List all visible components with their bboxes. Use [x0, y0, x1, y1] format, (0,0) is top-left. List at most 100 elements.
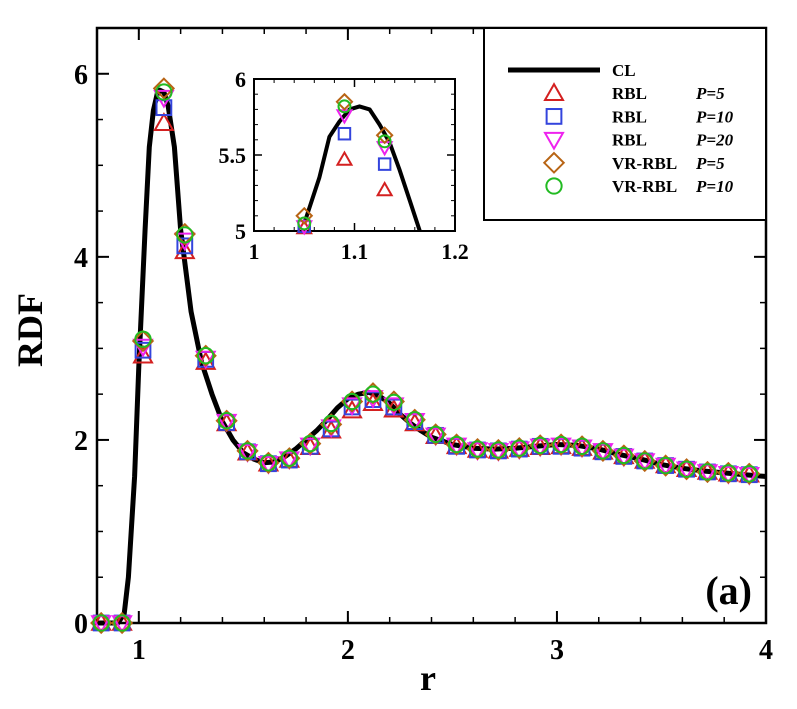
marker-VRRBL_P10	[677, 460, 696, 478]
y-axis-label: RDF	[10, 293, 50, 367]
marker-RBL_P20	[550, 437, 572, 457]
marker-VRRBL_P10	[385, 393, 403, 412]
legend-marker-RBL_P5	[543, 82, 565, 101]
legend-label: VR-RBL	[612, 154, 677, 173]
inset-marker-VRRBL_P5	[335, 92, 354, 111]
marker-VRRBL_P10	[322, 414, 340, 433]
legend-entry-RBL_P10: RBL P=10	[545, 107, 734, 126]
marker-VRRBL_P10	[615, 446, 633, 465]
legend-entry-VRRBL_P5: VR-RBL P=5	[542, 151, 725, 174]
inset-x-tick-label: 1	[249, 239, 260, 264]
legend-param: P=20	[695, 131, 734, 150]
legend-param: P=5	[695, 84, 725, 103]
marker-VRRBL_P5	[152, 77, 176, 100]
inset-marker-RBL_P5	[335, 150, 354, 166]
x-tick-label: 4	[759, 635, 773, 666]
inset-axis-ticks	[253, 78, 456, 232]
marker-VRRBL_P10	[594, 442, 612, 460]
inset-markers	[295, 92, 394, 236]
marker-RBL_P5	[153, 112, 175, 131]
inset-marker-RBL_P10	[337, 126, 352, 141]
marker-VRRBL_P10	[280, 449, 298, 467]
inset-y-tick-label: 6	[235, 67, 246, 92]
legend: CL RBL P=5 RBL P=10 RBL P=20 VR-RBL P=5 VR-RBL P=1…	[508, 61, 734, 196]
marker-VRRBL_P10	[197, 347, 215, 365]
marker-VRRBL_P10	[531, 436, 549, 455]
legend-marker-VRRBL_P5	[542, 151, 566, 174]
marker-VRRBL_P10	[552, 435, 570, 454]
marker-VRRBL_P10	[657, 456, 675, 475]
marker-VRRBL_P10	[468, 440, 487, 458]
marker-VRRBL_P10	[134, 330, 152, 348]
marker-RBL_P20	[738, 466, 760, 486]
x-axis-label: r	[420, 658, 436, 698]
inset-x-tick-label: 1.1	[341, 239, 369, 264]
y-tick-label: 2	[74, 426, 88, 457]
y-tick-label: 0	[74, 609, 88, 640]
legend-label: CL	[612, 61, 636, 80]
inset-y-tick-label: 5.5	[219, 143, 247, 168]
legend-param: P=10	[695, 177, 734, 196]
inset-marker-VRRBL_P10	[297, 216, 312, 231]
marker-RBL_P10	[134, 341, 152, 359]
cl-curve-inset	[302, 104, 422, 232]
legend-entry-CL: CL	[508, 61, 636, 80]
marker-RBL_P20	[529, 438, 551, 458]
marker-RBL_P20	[508, 441, 531, 461]
legend-marker-VRRBL_P10	[545, 177, 563, 195]
marker-VRRBL_P10	[406, 411, 424, 429]
marker-VRRBL_P10	[489, 441, 508, 459]
panel-label: (a)	[705, 568, 752, 613]
legend-marker-RBL_P20	[543, 131, 565, 151]
inset-cl-line	[302, 104, 422, 232]
inset-marker-VRRBL_P5	[375, 126, 394, 145]
marker-VRRBL_P10	[364, 385, 382, 403]
legend-param: P=10	[695, 107, 734, 126]
marker-RBL_P20	[717, 466, 740, 485]
marker-RBL_P20	[236, 444, 259, 463]
marker-VRRBL_P10	[698, 463, 717, 481]
series-VRRBL_P10	[92, 83, 758, 632]
y-tick-label: 6	[74, 60, 88, 91]
x-tick-label: 3	[550, 635, 564, 666]
inset-marker-RBL_P5	[375, 180, 394, 197]
inset-tick-labels: 1 1.1 1.2 5 5.5 6	[219, 67, 469, 264]
main-tick-labels: 1 2 3 4 0 2 4 6	[74, 60, 773, 666]
marker-VRRBL_P10	[636, 452, 654, 470]
marker-VRRBL_P10	[573, 437, 591, 455]
marker-RBL_P20	[571, 439, 593, 459]
marker-RBL_P20	[278, 451, 301, 471]
y-tick-label: 4	[74, 243, 88, 274]
inset-marker-RBL_P10	[377, 157, 392, 171]
legend-label: RBL	[612, 84, 647, 103]
marker-VRRBL_P10	[92, 614, 110, 632]
legend-marker-RBL_P10	[545, 108, 563, 125]
marker-VRRBL_P10	[113, 614, 131, 632]
marker-RBL_P20	[613, 448, 635, 468]
legend-param: P=5	[695, 154, 725, 173]
main-markers	[90, 77, 761, 635]
legend-label: VR-RBL	[612, 177, 677, 196]
legend-label: RBL	[612, 107, 647, 126]
marker-RBL_P20	[299, 437, 321, 457]
marker-RBL_P20	[466, 442, 489, 462]
marker-RBL_P20	[215, 413, 238, 433]
marker-VRRBL_P10	[427, 425, 445, 444]
marker-RBL_P5	[341, 399, 363, 419]
x-tick-label: 2	[341, 635, 355, 666]
marker-VRRBL_P10	[719, 464, 738, 482]
marker-VRRBL_P10	[217, 412, 236, 430]
marker-VRRBL_P10	[238, 442, 257, 460]
inset-marker-VRRBL_P10	[337, 99, 352, 114]
inset-series-VRRBL_P5	[295, 92, 394, 225]
marker-RBL_P20	[257, 455, 280, 475]
marker-RBL_P20	[487, 443, 510, 462]
inset-background	[254, 79, 455, 231]
legend-entry-RBL_P5: RBL P=5	[543, 82, 725, 103]
legend-entry-RBL_P20: RBL P=20	[543, 131, 734, 151]
marker-VRRBL_P10	[155, 83, 173, 101]
marker-RBL_P10	[176, 237, 194, 255]
marker-RBL_P5	[174, 240, 196, 260]
marker-RBL_P5	[362, 392, 384, 412]
marker-RBL_P20	[424, 427, 447, 447]
